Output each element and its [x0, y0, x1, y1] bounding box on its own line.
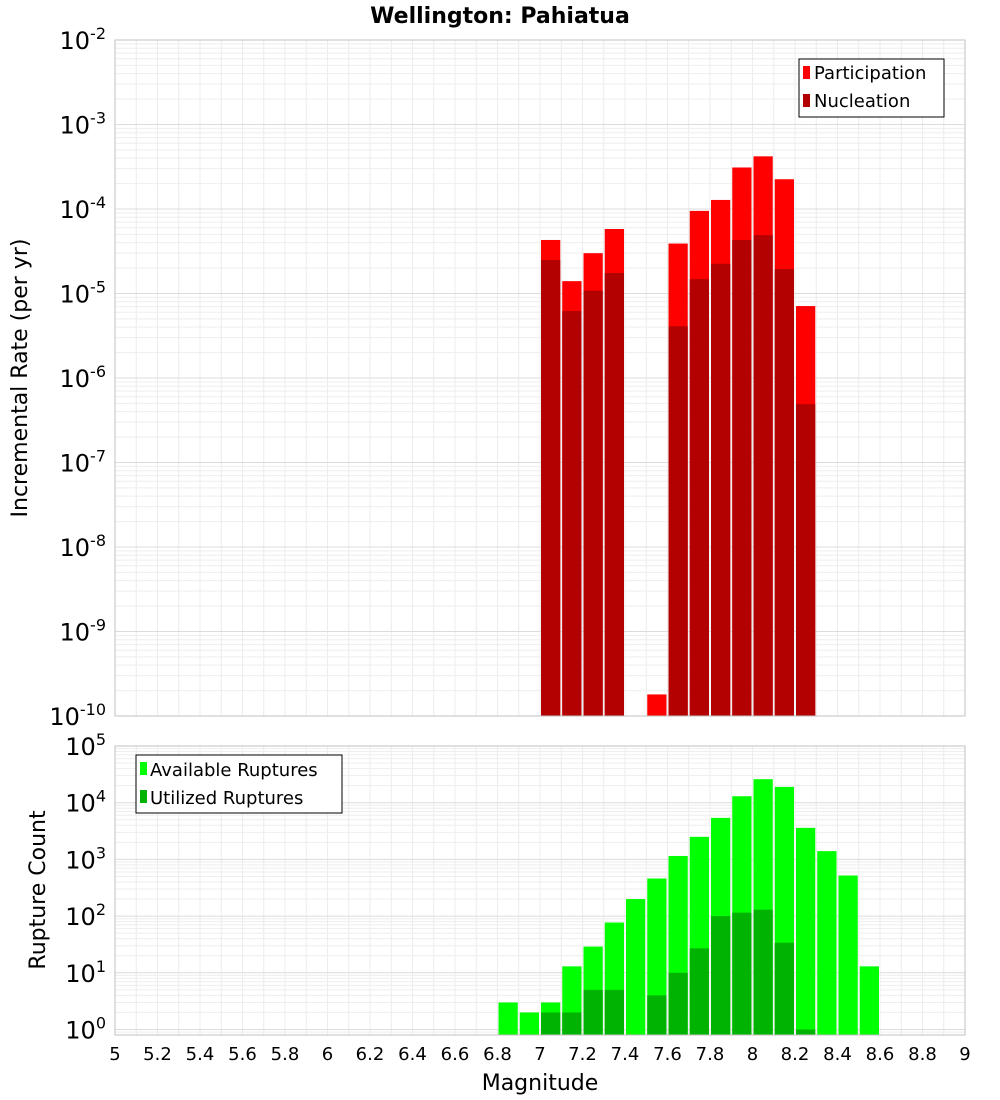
legend-label-utilized: Utilized Ruptures: [150, 788, 303, 809]
count-x-tick-label: 8.6: [866, 1044, 895, 1065]
rate-bar-series2: [689, 279, 709, 716]
legend-label-available: Available Ruptures: [150, 760, 318, 781]
count-bar-series2: [774, 942, 794, 1035]
count-bar-series2: [711, 916, 731, 1035]
count-x-tick-label: 8: [747, 1044, 758, 1065]
count-bar-series2: [562, 1012, 582, 1035]
count-bar-series2: [647, 995, 667, 1035]
count-y-tick-label: 102: [65, 900, 106, 931]
count-y-tick-label: 100: [65, 1014, 106, 1045]
legend-swatch-nucleation: [803, 94, 810, 107]
rate-bar-series2: [562, 311, 582, 716]
count-bar-series1: [498, 1002, 518, 1035]
rate-bar-series2: [711, 263, 731, 716]
legend-label-nucleation: Nucleation: [814, 91, 910, 112]
count-x-tick-label: 5.2: [143, 1044, 172, 1065]
count-x-tick-label: 6.4: [398, 1044, 427, 1065]
count-x-tick-label: 6.8: [483, 1044, 512, 1065]
rate-bars: [541, 156, 816, 717]
count-x-tick-label: 7.8: [696, 1044, 725, 1065]
rate-bar-series2: [753, 235, 773, 716]
count-bar-series2: [604, 989, 624, 1035]
rate-y-tick-label: 10-3: [60, 109, 107, 140]
rate-bar-series2: [668, 326, 688, 716]
rate-y-tick-label: 10-5: [60, 278, 107, 309]
count-x-tick-label: 7.6: [653, 1044, 682, 1065]
count-bar-series1: [859, 966, 879, 1035]
rate-bar-series2: [541, 259, 561, 716]
count-x-tick-label: 5.4: [186, 1044, 215, 1065]
count-plot-border: [114, 745, 966, 1036]
count-bar-series2: [583, 989, 603, 1035]
count-y-tick-label: 103: [65, 843, 106, 874]
count-x-ticks: 5 5.2 5.4 5.6 5.8 6 6.2 6.4 6.6 6.8 7 7.2 7.4 7.6 7.8 8…: [109, 1044, 970, 1065]
rate-y-tick-label: 10-9: [60, 616, 107, 647]
legend-swatch-participation: [803, 66, 810, 79]
count-bar-series2: [796, 1029, 816, 1035]
rate-bar-series2: [732, 239, 752, 716]
rate-y-tick-label: 10-2: [60, 24, 107, 55]
count-x-tick-label: 6.2: [356, 1044, 385, 1065]
count-bars: [498, 779, 879, 1035]
count-x-tick-label: 8.4: [823, 1044, 852, 1065]
count-x-tick-label: 7: [534, 1044, 545, 1065]
rate-y-tick-label: 10-8: [60, 531, 107, 562]
count-bar-series2: [753, 909, 773, 1035]
rate-grid: [115, 40, 965, 716]
count-x-tick-label: 7.2: [568, 1044, 597, 1065]
legend-swatch-utilized: [140, 790, 147, 803]
count-x-tick-label: 6: [322, 1044, 333, 1065]
count-x-tick-label: 8.2: [781, 1044, 810, 1065]
count-legend-box: [135, 754, 343, 814]
count-legend: Available Ruptures Utilized Ruptures: [135, 754, 343, 814]
count-x-tick-label: 5.6: [228, 1044, 257, 1065]
rate-y-axis-label: Incremental Rate (per yr): [8, 239, 33, 518]
count-bar-series1: [626, 899, 646, 1035]
count-bar-series1: [519, 1012, 539, 1035]
count-x-axis-label: Magnitude: [482, 1071, 599, 1096]
rate-y-ticks: 10-10 10-9 10-8 10-7 10-6 10-5 10-4 10-3 10-2: [49, 24, 106, 731]
rate-legend-box: [798, 58, 945, 118]
count-bar-series1: [796, 827, 816, 1035]
rate-y-tick-label: 10-6: [60, 362, 107, 393]
chart-title: Wellington: Pahiatua: [370, 4, 630, 29]
count-x-tick-label: 6.6: [441, 1044, 470, 1065]
rate-bar-series2: [583, 290, 603, 716]
legend-label-participation: Participation: [814, 63, 926, 84]
count-y-tick-label: 104: [65, 787, 106, 818]
rate-bar-series2: [604, 272, 624, 716]
count-x-tick-label: 9: [959, 1044, 970, 1065]
count-y-axis-label: Rupture Count: [26, 810, 51, 970]
count-bar-series2: [541, 1012, 561, 1035]
legend-swatch-available: [140, 762, 147, 775]
rate-legend: Participation Nucleation: [798, 58, 945, 118]
rate-panel: 10-10 10-9 10-8 10-7 10-6 10-5 10-4 10-3 10-2 In…: [8, 24, 966, 731]
count-bar-series1: [817, 851, 837, 1035]
count-y-tick-label: 101: [65, 957, 106, 988]
count-x-tick-label: 8.8: [908, 1044, 937, 1065]
rate-bar-series2: [774, 268, 794, 716]
rate-bar-series2: [796, 404, 816, 716]
rate-y-tick-label: 10-7: [60, 447, 107, 478]
rate-y-tick-label: 10-4: [60, 193, 107, 224]
count-y-tick-label: 105: [65, 730, 106, 761]
count-bar-series1: [838, 875, 858, 1035]
count-bar-series2: [689, 948, 709, 1035]
count-panel: 100 101 102 103 104 105 5 5.2 5.4 5.6 5.8 6 6.2 6.4 6…: [26, 730, 971, 1096]
rate-y-tick-label: 10-10: [49, 700, 106, 731]
count-y-ticks: 100 101 102 103 104 105: [65, 730, 106, 1045]
rate-bar-series1: [647, 694, 667, 716]
count-bar-series2: [732, 912, 752, 1035]
count-x-tick-label: 5.8: [271, 1044, 300, 1065]
count-x-tick-label: 7.4: [611, 1044, 640, 1065]
count-bar-series2: [668, 972, 688, 1035]
count-x-tick-label: 5: [109, 1044, 120, 1065]
rate-plot-border: [114, 39, 966, 717]
